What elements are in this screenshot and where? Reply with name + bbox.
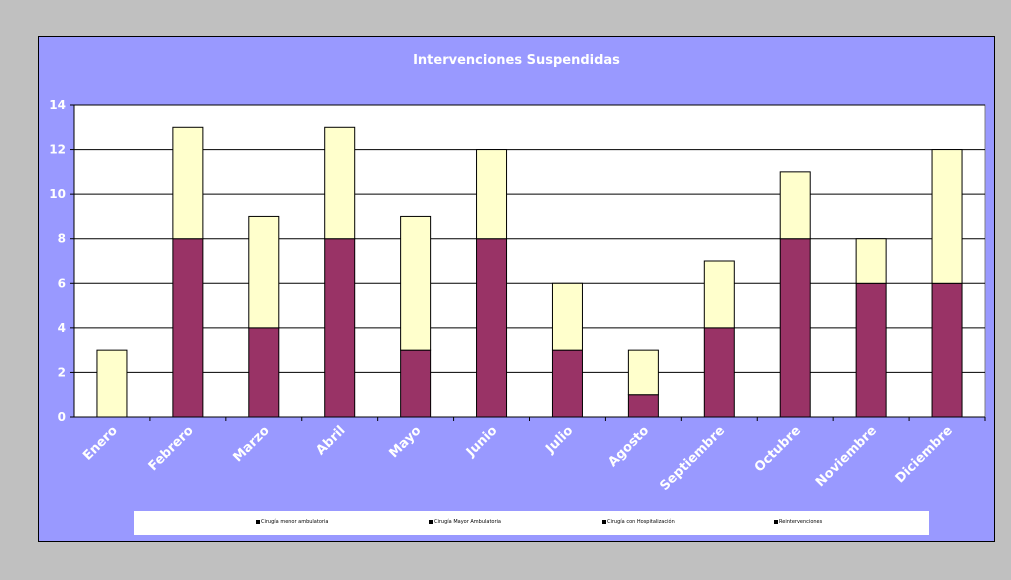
legend-swatch	[429, 519, 433, 524]
y-tick-label: 8	[58, 232, 66, 246]
bar-mayor-ambulatoria	[172, 238, 204, 418]
y-tick-label: 0	[58, 410, 66, 424]
x-tick-label: Octubre	[752, 423, 804, 475]
bar-mayor-ambulatoria	[627, 394, 659, 418]
x-tick-label: Enero	[80, 423, 121, 464]
x-tick-label: Junio	[463, 423, 500, 460]
bar-mayor-ambulatoria	[779, 238, 811, 418]
bar-menor-ambulatoria	[324, 126, 356, 240]
y-tick-label: 14	[49, 98, 66, 112]
legend-item: Reintervenciones	[774, 519, 822, 525]
x-tick-label: Julio	[542, 423, 576, 457]
bar-mayor-ambulatoria	[476, 238, 508, 418]
x-tick-label: Noviembre	[813, 423, 880, 490]
legend-label: Cirugía Mayor Ambulatoria	[434, 519, 501, 525]
plot-background	[73, 104, 986, 418]
legend-item: Cirugía menor ambulatoria	[256, 519, 328, 525]
bar-mayor-ambulatoria	[400, 349, 432, 418]
legend-swatch	[774, 519, 778, 524]
bar-menor-ambulatoria	[476, 149, 508, 240]
bar-mayor-ambulatoria	[324, 238, 356, 418]
bar-menor-ambulatoria	[779, 171, 811, 240]
chart-legend: Cirugía menor ambulatoria Cirugía Mayor A…	[134, 511, 929, 535]
x-tick-label: Mayo	[386, 423, 424, 461]
bar-mayor-ambulatoria	[248, 327, 280, 418]
bar-mayor-ambulatoria	[703, 327, 735, 418]
bar-mayor-ambulatoria	[551, 349, 583, 418]
legend-label: Reintervenciones	[779, 519, 823, 525]
legend-item: Cirugía Mayor Ambulatoria	[429, 519, 501, 525]
x-tick-label: Diciembre	[893, 423, 956, 486]
bar-mayor-ambulatoria	[855, 282, 887, 418]
bar-menor-ambulatoria	[248, 215, 280, 329]
bar-menor-ambulatoria	[551, 282, 583, 351]
legend-label: Cirugía menor ambulatoria	[261, 519, 329, 525]
bar-menor-ambulatoria	[627, 349, 659, 396]
legend-swatch	[256, 519, 260, 524]
legend-label: Cirugía con Hospitalización	[607, 519, 675, 525]
chart-title: Intervenciones Suspendidas	[413, 53, 620, 68]
bar-menor-ambulatoria	[855, 238, 887, 284]
bar-menor-ambulatoria	[96, 349, 128, 418]
y-tick-label: 2	[58, 365, 66, 379]
x-tick-label: Abril	[313, 423, 348, 458]
bar-mayor-ambulatoria	[931, 282, 963, 418]
y-tick-label: 10	[49, 187, 66, 201]
bar-menor-ambulatoria	[172, 126, 204, 240]
x-tick-label: Febrero	[146, 423, 197, 474]
legend-swatch	[602, 519, 606, 524]
x-tick-label: Septiembre	[657, 423, 728, 494]
bar-menor-ambulatoria	[400, 215, 432, 351]
chart-plot: 0 2 4 6 8 10 12 14 Enero Febrero Marzo Abril Mayo Jun…	[49, 98, 986, 494]
x-tick-label: Agosto	[605, 423, 652, 470]
bar-menor-ambulatoria	[703, 260, 735, 329]
chart-area: Intervenciones Suspendidas 0 2 4 6 8 10 12 14 En…	[38, 36, 995, 542]
y-tick-label: 12	[49, 143, 66, 157]
y-tick-label: 6	[58, 276, 66, 290]
bar-menor-ambulatoria	[931, 149, 963, 284]
legend-item: Cirugía con Hospitalización	[602, 519, 675, 525]
x-tick-label: Marzo	[230, 423, 272, 465]
y-tick-label: 4	[58, 321, 66, 335]
